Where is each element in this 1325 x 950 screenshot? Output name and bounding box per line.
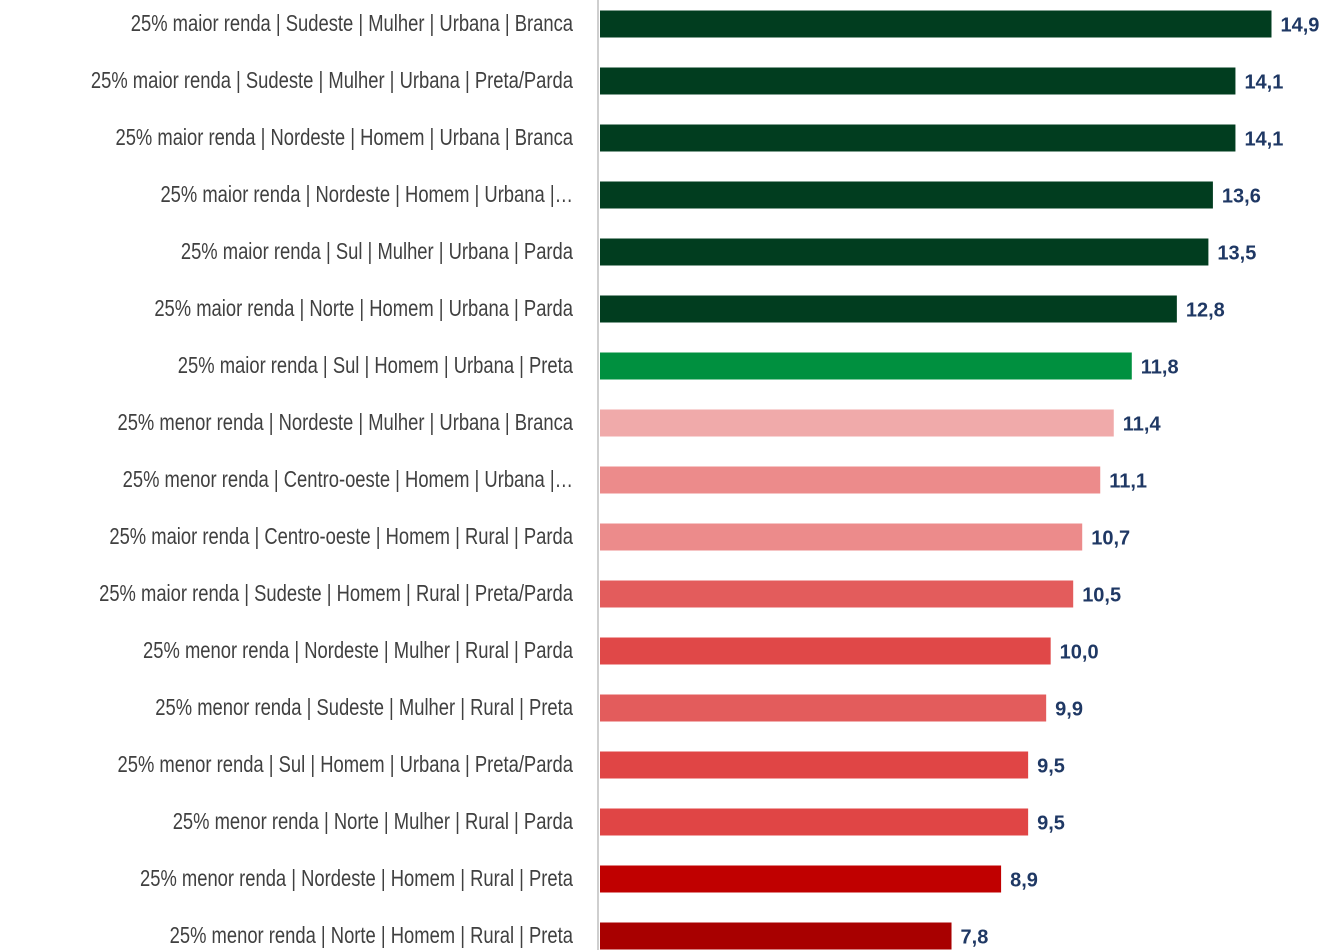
category-label: 25% menor renda | Sul | Homem | Urbana |… xyxy=(117,752,573,777)
value-label: 9,9 xyxy=(1055,698,1083,720)
category-label-group: 25% menor renda | Nordeste | Homem | Rur… xyxy=(140,866,573,891)
value-label: 14,1 xyxy=(1244,128,1283,150)
category-label: 25% maior renda | Sul | Homem | Urbana |… xyxy=(178,353,574,378)
category-label: 25% maior renda | Norte | Homem | Urbana… xyxy=(154,296,573,321)
category-label-group: 25% menor renda | Norte | Homem | Rural … xyxy=(170,923,574,948)
category-label-group: 25% menor renda | Norte | Mulher | Rural… xyxy=(173,809,574,834)
category-label: 25% menor renda | Centro-oeste | Homem |… xyxy=(123,467,573,492)
bar xyxy=(600,10,1272,38)
category-label: 25% menor renda | Sudeste | Mulher | Rur… xyxy=(155,695,573,720)
category-label-group: 25% maior renda | Sudeste | Homem | Rura… xyxy=(99,581,573,606)
category-label-group: 25% menor renda | Nordeste | Mulher | Ur… xyxy=(117,410,573,435)
value-label: 10,7 xyxy=(1091,527,1130,549)
value-label: 12,8 xyxy=(1186,299,1225,321)
bar xyxy=(600,409,1114,437)
value-label: 7,8 xyxy=(961,926,989,948)
value-label: 10,5 xyxy=(1082,584,1121,606)
bar xyxy=(600,751,1029,779)
category-label: 25% maior renda | Sudeste | Mulher | Urb… xyxy=(91,68,573,93)
value-label: 13,5 xyxy=(1217,242,1256,264)
value-label: 9,5 xyxy=(1037,812,1065,834)
bar xyxy=(600,181,1213,209)
bar xyxy=(600,352,1132,380)
bar xyxy=(600,523,1083,551)
bar xyxy=(600,922,952,950)
category-label: 25% maior renda | Nordeste | Homem | Urb… xyxy=(115,125,573,150)
bar xyxy=(600,124,1236,152)
category-label: 25% maior renda | Sudeste | Homem | Rura… xyxy=(99,581,573,606)
value-label: 10,0 xyxy=(1060,641,1099,663)
bar xyxy=(600,694,1047,722)
bar xyxy=(600,295,1177,323)
category-label-group: 25% menor renda | Sudeste | Mulher | Rur… xyxy=(155,695,573,720)
value-label: 13,6 xyxy=(1222,185,1261,207)
value-label: 11,1 xyxy=(1109,470,1147,492)
category-label-group: 25% maior renda | Sul | Mulher | Urbana … xyxy=(181,239,574,264)
category-label: 25% maior renda | Nordeste | Homem | Urb… xyxy=(160,182,573,207)
value-label: 14,1 xyxy=(1244,71,1283,93)
category-label-group: 25% menor renda | Centro-oeste | Homem |… xyxy=(123,467,573,492)
category-label: 25% menor renda | Nordeste | Mulher | Ur… xyxy=(117,410,573,435)
value-label: 11,4 xyxy=(1123,413,1162,435)
category-label: 25% menor renda | Norte | Mulher | Rural… xyxy=(173,809,574,834)
category-label: 25% maior renda | Centro-oeste | Homem |… xyxy=(109,524,573,549)
category-label: 25% maior renda | Sudeste | Mulher | Urb… xyxy=(131,11,574,36)
category-label: 25% menor renda | Norte | Homem | Rural … xyxy=(170,923,574,948)
bar xyxy=(600,637,1051,665)
value-label: 8,9 xyxy=(1010,869,1038,891)
value-label: 14,9 xyxy=(1280,14,1319,36)
bar xyxy=(600,808,1029,836)
category-label-group: 25% maior renda | Nordeste | Homem | Urb… xyxy=(115,125,573,150)
bar xyxy=(600,238,1209,266)
bar xyxy=(600,67,1236,95)
category-label-group: 25% maior renda | Sudeste | Mulher | Urb… xyxy=(91,68,573,93)
value-label: 11,8 xyxy=(1141,356,1179,378)
category-label-group: 25% maior renda | Norte | Homem | Urbana… xyxy=(154,296,573,321)
category-label-group: 25% maior renda | Nordeste | Homem | Urb… xyxy=(160,182,573,207)
category-label: 25% menor renda | Nordeste | Homem | Rur… xyxy=(140,866,573,891)
category-label: 25% menor renda | Nordeste | Mulher | Ru… xyxy=(143,638,573,663)
bar xyxy=(600,865,1002,893)
value-label: 9,5 xyxy=(1037,755,1065,777)
bar xyxy=(600,466,1101,494)
category-label: 25% maior renda | Sul | Mulher | Urbana … xyxy=(181,239,574,264)
bar xyxy=(600,580,1074,608)
category-label-group: 25% menor renda | Sul | Homem | Urbana |… xyxy=(117,752,573,777)
category-label-group: 25% menor renda | Nordeste | Mulher | Ru… xyxy=(143,638,573,663)
category-label-group: 25% maior renda | Centro-oeste | Homem |… xyxy=(109,524,573,549)
category-label-group: 25% maior renda | Sudeste | Mulher | Urb… xyxy=(131,11,574,36)
category-label-group: 25% maior renda | Sul | Homem | Urbana |… xyxy=(178,353,574,378)
